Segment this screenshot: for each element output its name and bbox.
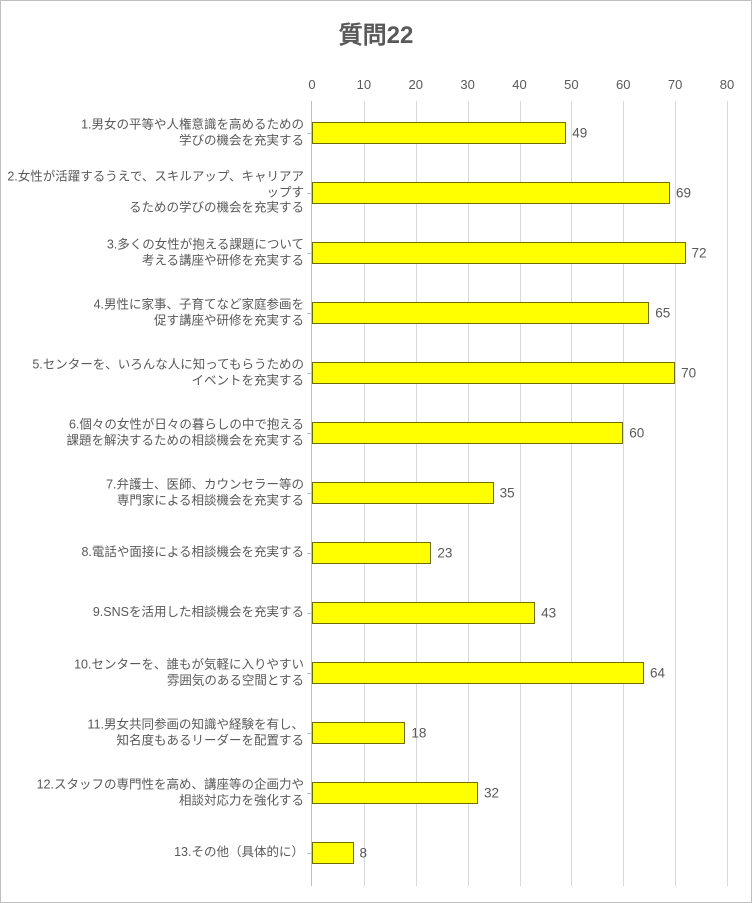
bar (312, 242, 686, 264)
category-label: 1.男女の平等や人権意識を高めるための 学びの機会を充実する (4, 117, 312, 148)
bar (312, 422, 623, 444)
bar (312, 302, 649, 324)
bar (312, 662, 644, 684)
category-label: 6.個々の女性が日々の暮らしの中で抱える 課題を解決するための相談機会を充実する (4, 417, 312, 448)
category-label: 7.弁護士、医師、カウンセラー等の 専門家による相談機会を充実する (4, 477, 312, 508)
x-tick-label: 70 (668, 77, 682, 92)
x-tick-label: 40 (512, 77, 526, 92)
value-label: 18 (411, 726, 426, 741)
chart-title: 質問22 (1, 1, 751, 50)
x-tick-label: 10 (357, 77, 371, 92)
bar (312, 542, 431, 564)
x-tick-label: 0 (308, 77, 315, 92)
category-label: 13.その他（具体的に） (4, 845, 312, 861)
gridline (520, 101, 521, 886)
category-label: 9.SNSを活用した相談機会を充実する (4, 605, 312, 621)
value-label: 65 (655, 306, 670, 321)
value-label: 72 (692, 246, 707, 261)
category-label: 8.電話や面接による相談機会を充実する (4, 545, 312, 561)
bar (312, 482, 494, 504)
category-label: 5.センターを、いろんな人に知ってもらうための イベントを充実する (4, 357, 312, 388)
category-label: 3.多くの女性が抱える課題について 考える講座や研修を充実する (4, 237, 312, 268)
value-label: 69 (676, 186, 691, 201)
x-tick-label: 30 (460, 77, 474, 92)
gridline (675, 101, 676, 886)
chart-container: 質問22 0 10 20 30 40 50 60 70 80 1.男女の平等や人権意識を高めるため… (0, 0, 752, 903)
category-label: 11.男女共同参画の知識や経験を有し、 知名度もあるリーダーを配置する (4, 717, 312, 748)
value-label: 43 (541, 606, 556, 621)
value-label: 64 (650, 666, 665, 681)
x-tick-label: 80 (720, 77, 734, 92)
value-label: 8 (360, 846, 368, 861)
bar (312, 842, 354, 864)
category-label: 4.男性に家事、子育てなど家庭参画を 促す講座や研修を充実する (4, 297, 312, 328)
bar (312, 362, 675, 384)
category-label: 2.女性が活躍するうえで、スキルアップ、キャリアアップす るための学びの機会を充… (4, 170, 312, 217)
bar (312, 782, 478, 804)
category-label: 10.センターを、誰もが気軽に入りやすい 雰囲気のある空間とする (4, 657, 312, 688)
bar (312, 602, 535, 624)
value-label: 49 (572, 126, 587, 141)
gridline (623, 101, 624, 886)
x-tick-label: 60 (616, 77, 630, 92)
gridline (727, 101, 728, 886)
value-label: 35 (500, 486, 515, 501)
bar (312, 122, 566, 144)
x-tick-label: 20 (409, 77, 423, 92)
value-label: 70 (681, 366, 696, 381)
plot-area: 010203040506070801.男女の平等や人権意識を高めるための 学びの… (311, 101, 727, 886)
bar (312, 182, 670, 204)
gridline (571, 101, 572, 886)
x-tick-label: 50 (564, 77, 578, 92)
value-label: 23 (437, 546, 452, 561)
value-label: 60 (629, 426, 644, 441)
bar (312, 722, 405, 744)
value-label: 32 (484, 786, 499, 801)
category-label: 12.スタッフの専門性を高め、講座等の企画力や 相談対応力を強化する (4, 777, 312, 808)
